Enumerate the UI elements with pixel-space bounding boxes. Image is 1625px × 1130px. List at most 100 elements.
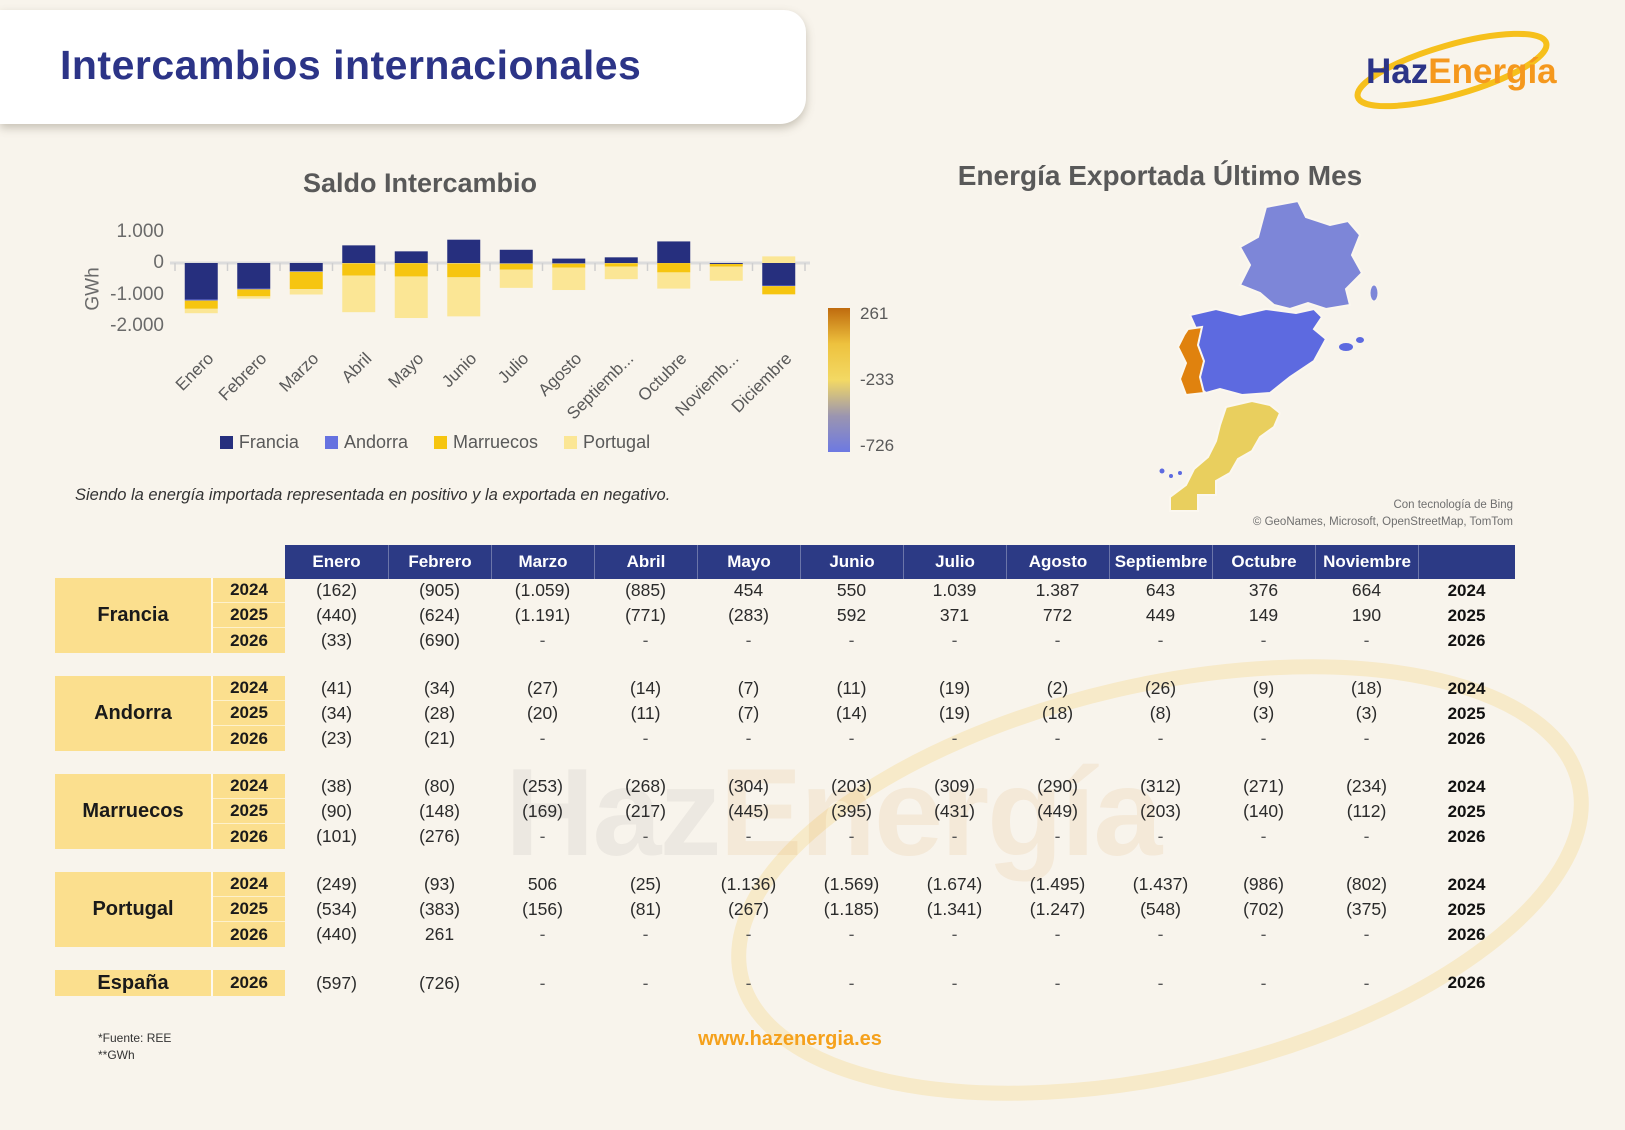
bar-segment-portugal-7[interactable] — [552, 267, 586, 291]
bar-segment-portugal-1[interactable] — [237, 296, 271, 299]
map-region-morocco[interactable] — [1169, 399, 1282, 512]
map-island-mallorca[interactable] — [1339, 343, 1353, 351]
bar-segment-portugal-11[interactable] — [762, 256, 796, 263]
scale-max-label: 261 — [860, 304, 889, 323]
table-cell: - — [539, 728, 546, 748]
y-axis-label: -1.000 — [110, 283, 164, 305]
bar-segment-francia-9[interactable] — [657, 241, 691, 263]
bar-segment-marruecos-9[interactable] — [657, 263, 691, 273]
bar-segment-francia-8[interactable] — [604, 257, 638, 263]
chart-title: Saldo Intercambio — [302, 168, 538, 198]
y-axis-label: 0 — [153, 252, 164, 273]
bar-segment-marruecos-3[interactable] — [342, 263, 376, 276]
table-cell: (1.495) — [1029, 874, 1086, 894]
bar-segment-andorra-6[interactable] — [499, 263, 533, 264]
map-island-corsica[interactable] — [1369, 284, 1379, 302]
bar-segment-portugal-4[interactable] — [394, 276, 428, 319]
bar-segment-francia-4[interactable] — [394, 251, 428, 263]
bar-segment-andorra-11[interactable] — [762, 285, 796, 287]
bar-segment-francia-3[interactable] — [342, 245, 376, 263]
table-cell: (14) — [629, 678, 662, 698]
table-cell: 506 — [527, 874, 558, 894]
bar-segment-marruecos-7[interactable] — [552, 263, 586, 268]
bar-segment-marruecos-4[interactable] — [394, 263, 428, 277]
x-axis-tick — [226, 263, 229, 271]
legend-item-andorra[interactable]: Andorra — [324, 432, 408, 453]
logo-ellipse-icon — [1354, 30, 1550, 110]
map-island-canary-1[interactable] — [1159, 468, 1165, 474]
bar-segment-portugal-6[interactable] — [499, 269, 533, 288]
bar-segment-portugal-5[interactable] — [447, 277, 481, 317]
table-block-francia: Francia 2024 (162) (905) (1.059) (885) 454 550 1… — [55, 578, 1515, 653]
bar-segment-andorra-7[interactable] — [552, 263, 586, 264]
x-axis-tick — [174, 263, 176, 271]
year-label-right: 2024 — [1447, 776, 1486, 796]
legend-label: Andorra — [343, 432, 408, 452]
bar-segment-francia-7[interactable] — [552, 258, 586, 263]
map-island-canary-2[interactable] — [1169, 474, 1173, 478]
year-label-left: 2024 — [213, 676, 285, 701]
table-cell: (27) — [526, 678, 559, 698]
legend-item-marruecos[interactable]: Marruecos — [434, 432, 538, 453]
table-cell: - — [745, 728, 752, 748]
table-cell: - — [1157, 728, 1164, 748]
map-region-france[interactable] — [1238, 199, 1364, 311]
bar-segment-francia-5[interactable] — [447, 239, 481, 263]
month-header-septiembre: Septiembre — [1109, 545, 1212, 579]
legend-item-portugal[interactable]: Portugal — [564, 432, 650, 453]
year-label-left: 2026 — [213, 824, 285, 849]
table-cell: - — [848, 924, 855, 944]
title-card: Intercambios internacionales — [0, 10, 806, 124]
table-cell: (986) — [1243, 874, 1284, 894]
bar-segment-marruecos-11[interactable] — [762, 286, 796, 295]
legend-item-francia[interactable]: Francia — [219, 432, 299, 453]
table-cell: - — [951, 972, 958, 993]
bar-chart-canvas — [170, 239, 810, 319]
table-cell: 149 — [1248, 605, 1279, 625]
map-region-portugal[interactable] — [1176, 325, 1206, 397]
bar-segment-francia-11[interactable] — [762, 263, 796, 286]
bar-segment-marruecos-6[interactable] — [499, 263, 533, 270]
table-cell: (383) — [419, 899, 460, 919]
x-axis-tick — [751, 263, 754, 271]
bar-segment-portugal-9[interactable] — [657, 272, 691, 289]
bar-segment-andorra-0[interactable] — [184, 299, 218, 301]
bar-segment-marruecos-1[interactable] — [237, 289, 271, 297]
map-region-spain[interactable] — [1188, 307, 1328, 397]
bar-segment-portugal-8[interactable] — [604, 266, 638, 280]
legend-swatch-icon — [564, 436, 578, 449]
bar-segment-francia-2[interactable] — [289, 263, 323, 272]
bar-segment-portugal-2[interactable] — [289, 289, 323, 295]
bar-segment-portugal-0[interactable] — [184, 308, 218, 314]
website-link[interactable]: www.hazenergia.es — [698, 1028, 882, 1050]
bar-segment-marruecos-8[interactable] — [604, 263, 638, 267]
year-label-right: 2024 — [1447, 678, 1486, 698]
bar-segment-francia-6[interactable] — [499, 249, 533, 263]
bar-segment-andorra-1[interactable] — [237, 288, 271, 290]
table-cell: - — [745, 972, 752, 993]
map-island-canary-3[interactable] — [1178, 471, 1182, 475]
table-cell: - — [848, 972, 855, 993]
bar-segment-portugal-10[interactable] — [709, 266, 743, 281]
table-cell: (148) — [419, 801, 460, 821]
bar-segment-marruecos-2[interactable] — [289, 271, 323, 290]
table-cell: - — [539, 972, 546, 993]
bar-segment-andorra-2[interactable] — [289, 271, 323, 272]
bar-segment-francia-10[interactable] — [709, 263, 743, 264]
table-cell: - — [1157, 826, 1164, 846]
table-cell: (1.185) — [823, 899, 880, 919]
bar-segment-francia-1[interactable] — [237, 263, 271, 289]
bar-segment-portugal-3[interactable] — [342, 275, 376, 313]
table-cell: - — [1054, 826, 1061, 846]
bar-segment-marruecos-5[interactable] — [447, 263, 481, 278]
map-island-menorca[interactable] — [1356, 337, 1364, 343]
table-cell: (283) — [728, 605, 769, 625]
bar-segment-francia-0[interactable] — [184, 263, 218, 300]
table-cell: (431) — [934, 801, 975, 821]
bar-segment-marruecos-0[interactable] — [184, 300, 218, 309]
table-cell: (771) — [625, 605, 666, 625]
table-cell: (1.569) — [823, 874, 880, 894]
table-cell: - — [1260, 630, 1267, 650]
bar-segment-marruecos-10[interactable] — [709, 264, 743, 267]
